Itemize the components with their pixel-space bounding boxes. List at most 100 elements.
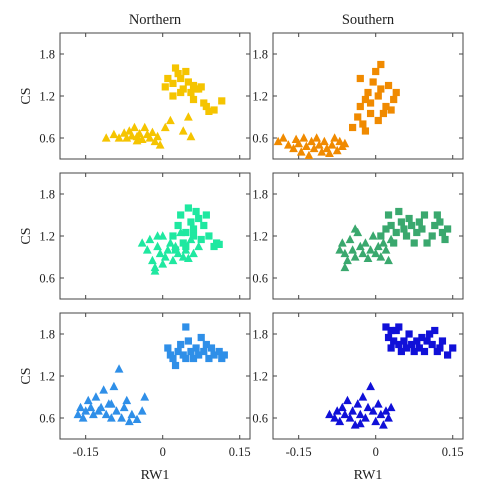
square-point: [405, 330, 413, 338]
square-point: [420, 211, 429, 219]
y-tick-label: 1.2: [252, 90, 268, 104]
triangle-point: [289, 143, 298, 153]
square-point: [197, 235, 205, 244]
square-point: [184, 78, 192, 86]
triangle-point: [366, 245, 375, 254]
triangle-point: [355, 409, 365, 419]
square-point: [382, 323, 390, 331]
square-point: [177, 74, 185, 83]
square-point: [187, 88, 195, 97]
panel-title: Northern: [129, 12, 182, 28]
triangle-point: [294, 138, 304, 148]
triangle-point: [171, 241, 180, 251]
triangle-point: [127, 131, 137, 140]
triangle-point: [335, 416, 345, 426]
triangle-point: [368, 406, 378, 415]
triangle-point: [140, 392, 150, 401]
y-tick-label: 1.2: [39, 90, 55, 104]
x-tick-label: 0.15: [229, 445, 251, 459]
triangle-point: [166, 238, 175, 247]
y-tick-label: 1.8: [39, 48, 55, 62]
data-points: [101, 64, 226, 149]
triangle-point: [132, 414, 142, 423]
triangle-point: [155, 140, 165, 149]
square-point: [174, 70, 182, 78]
triangle-point: [273, 136, 283, 146]
square-point: [413, 228, 421, 237]
triangle-point: [337, 402, 347, 412]
data-points: [335, 207, 474, 272]
triangle-point: [340, 138, 350, 148]
triangle-point: [353, 399, 363, 408]
y-axis-label: CS: [19, 367, 34, 384]
panel-3: 0.6 1.2 1.8 CS: [19, 172, 251, 300]
triangle-point: [194, 241, 204, 251]
triangle-point: [340, 248, 350, 258]
triangle-point: [153, 131, 162, 141]
y-tick-label: 1.8: [252, 188, 268, 202]
triangle-point: [325, 409, 334, 419]
square-point: [418, 333, 426, 342]
square-point: [192, 344, 200, 352]
triangle-point: [278, 133, 288, 142]
square-point: [426, 330, 434, 338]
triangle-point: [78, 413, 88, 422]
square-point: [171, 64, 180, 72]
panel-1: Northern 0.6 1.2 1.8 CS: [19, 12, 251, 160]
square-point: [374, 92, 382, 100]
square-point: [377, 85, 385, 93]
triangle-point: [81, 406, 91, 415]
panel-4: 0.6 1.2 1.8: [252, 172, 474, 300]
triangle-point: [109, 381, 119, 391]
square-point: [387, 221, 395, 230]
square-point: [467, 229, 474, 236]
square-point: [187, 218, 195, 226]
square-point: [441, 235, 449, 244]
y-tick-label: 1.2: [39, 230, 55, 244]
square-point: [202, 340, 210, 349]
square-point: [395, 323, 403, 331]
triangle-point: [178, 126, 188, 135]
square-point: [384, 211, 393, 219]
square-point: [197, 333, 205, 342]
square-point: [361, 95, 370, 104]
triangle-point: [355, 418, 365, 428]
square-point: [382, 102, 390, 111]
triangle-point: [317, 147, 327, 156]
square-point: [436, 344, 444, 352]
triangle-point: [130, 122, 139, 132]
square-point: [182, 354, 190, 363]
square-point: [356, 74, 364, 83]
square-point: [195, 214, 203, 223]
square-point: [387, 344, 395, 352]
triangle-point: [135, 129, 144, 138]
triangle-point: [350, 252, 360, 261]
triangle-point: [155, 248, 165, 258]
square-point: [182, 228, 190, 237]
square-point: [431, 326, 439, 335]
square-point: [395, 207, 403, 216]
square-point: [366, 99, 375, 107]
square-point: [438, 228, 447, 237]
square-point: [390, 95, 398, 104]
panel-frame: [59, 172, 251, 300]
triangle-point: [106, 413, 116, 422]
panel-frame: [59, 312, 251, 440]
triangle-point: [101, 409, 111, 419]
square-point: [210, 351, 218, 359]
square-point: [184, 337, 192, 345]
square-point: [410, 239, 418, 247]
square-point: [205, 354, 213, 363]
triangle-point: [381, 245, 391, 254]
triangle-point: [153, 231, 162, 240]
triangle-point: [299, 133, 309, 142]
triangle-point: [345, 234, 355, 244]
triangle-point: [376, 252, 386, 261]
square-point: [377, 60, 385, 69]
square-point: [189, 95, 198, 104]
square-point: [348, 123, 357, 132]
square-point: [402, 344, 411, 352]
square-point: [169, 354, 177, 363]
square-point: [413, 337, 421, 345]
y-tick-label: 1.8: [39, 188, 55, 202]
